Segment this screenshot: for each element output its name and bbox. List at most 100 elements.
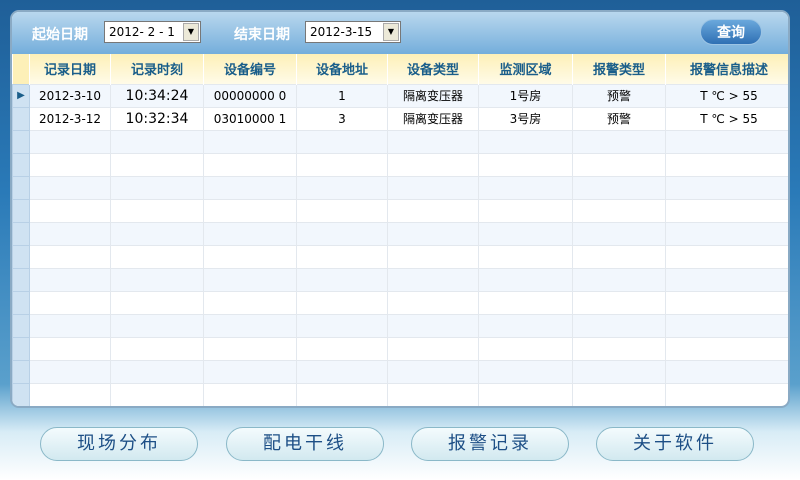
table-row[interactable]	[12, 221, 788, 246]
table-cell	[203, 336, 297, 361]
row-header[interactable]	[12, 129, 30, 154]
table-row[interactable]	[12, 382, 788, 406]
table-cell	[296, 198, 388, 223]
table-cell	[665, 359, 788, 384]
table-cell: 1	[296, 83, 388, 108]
table-cell	[29, 290, 111, 315]
corner-header	[12, 54, 30, 84]
table-cell: T ℃ > 55	[665, 106, 788, 131]
table-row[interactable]	[12, 152, 788, 177]
table-cell	[572, 221, 666, 246]
row-header[interactable]	[12, 175, 30, 200]
table-row[interactable]	[12, 359, 788, 384]
table-row[interactable]	[12, 129, 788, 154]
table-row[interactable]	[12, 198, 788, 223]
table-cell	[665, 152, 788, 177]
table-cell: 2012-3-12	[29, 106, 111, 131]
query-button[interactable]: 查询	[700, 19, 762, 45]
row-header[interactable]	[12, 267, 30, 292]
row-header[interactable]	[12, 106, 30, 131]
table-cell	[665, 267, 788, 292]
table-cell	[296, 221, 388, 246]
table-cell	[572, 336, 666, 361]
row-header[interactable]	[12, 221, 30, 246]
table-cell	[572, 198, 666, 223]
column-header[interactable]: 报警类型	[572, 54, 666, 84]
table-cell	[203, 221, 297, 246]
table-cell	[296, 313, 388, 338]
table-row[interactable]	[12, 290, 788, 315]
table-cell	[665, 221, 788, 246]
chevron-down-icon[interactable]: ▼	[183, 23, 199, 41]
table-cell	[478, 129, 573, 154]
row-header[interactable]	[12, 359, 30, 384]
table-cell: 预警	[572, 83, 666, 108]
table-cell	[478, 244, 573, 269]
table-cell: 10:32:34	[110, 106, 204, 131]
column-header[interactable]: 监测区域	[478, 54, 573, 84]
row-header[interactable]	[12, 313, 30, 338]
table-cell	[110, 313, 204, 338]
table-cell	[296, 152, 388, 177]
table-row[interactable]	[12, 267, 788, 292]
table-cell	[110, 267, 204, 292]
table-cell	[296, 290, 388, 315]
row-header[interactable]	[12, 152, 30, 177]
end-date-picker[interactable]: 2012-3-15 ▼	[305, 21, 401, 43]
table-cell	[203, 359, 297, 384]
table-cell	[572, 290, 666, 315]
table-cell	[387, 313, 479, 338]
table-cell	[110, 244, 204, 269]
table-cell	[478, 382, 573, 406]
start-date-label: 起始日期	[32, 27, 88, 43]
nav-button-3[interactable]: 关于软件	[596, 427, 754, 461]
nav-button-2[interactable]: 报警记录	[411, 427, 569, 461]
column-header[interactable]: 设备类型	[387, 54, 479, 84]
table-row[interactable]	[12, 244, 788, 269]
table-cell: 1号房	[478, 83, 573, 108]
table-cell	[665, 244, 788, 269]
table-cell	[203, 129, 297, 154]
table-row[interactable]: ▶ 2012-3-10 10:34:24 00000000 0 1 隔离变压器 1号房 预警 T…	[12, 83, 788, 108]
table-row[interactable]	[12, 175, 788, 200]
table-row[interactable]	[12, 336, 788, 361]
table-cell	[296, 244, 388, 269]
row-header[interactable]	[12, 244, 30, 269]
table-cell	[110, 129, 204, 154]
table-row[interactable]: 2012-3-12 10:32:34 03010000 1 3 隔离变压器 3号房 预警 T …	[12, 106, 788, 131]
column-header[interactable]: 记录日期	[29, 54, 111, 84]
row-header[interactable]	[12, 382, 30, 406]
table-cell	[296, 175, 388, 200]
table-cell	[572, 175, 666, 200]
table-cell	[387, 129, 479, 154]
table-cell	[203, 382, 297, 406]
table-cell	[665, 313, 788, 338]
table-cell	[478, 175, 573, 200]
table-cell	[29, 244, 111, 269]
table-row[interactable]	[12, 313, 788, 338]
table-cell	[572, 382, 666, 406]
column-header[interactable]: 报警信息描述	[665, 54, 788, 84]
table-cell	[203, 290, 297, 315]
column-header[interactable]: 记录时刻	[110, 54, 204, 84]
table-cell	[478, 152, 573, 177]
column-header[interactable]: 设备地址	[296, 54, 388, 84]
table-cell	[203, 198, 297, 223]
chevron-down-icon[interactable]: ▼	[383, 23, 399, 41]
row-header[interactable]	[12, 290, 30, 315]
row-header[interactable]: ▶	[12, 83, 30, 108]
table-cell	[665, 175, 788, 200]
table-cell	[665, 290, 788, 315]
row-header[interactable]	[12, 336, 30, 361]
nav-button-1[interactable]: 配电干线	[226, 427, 384, 461]
nav-button-0[interactable]: 现场分布	[40, 427, 198, 461]
table-cell	[110, 336, 204, 361]
alarm-records-panel: 起始日期 2012- 2 - 1 ▼ 结束日期 2012-3-15 ▼ 查询 记…	[10, 10, 790, 408]
table-cell: 隔离变压器	[387, 106, 479, 131]
table-cell: 预警	[572, 106, 666, 131]
table-cell	[387, 175, 479, 200]
row-header[interactable]	[12, 198, 30, 223]
column-header[interactable]: 设备编号	[203, 54, 297, 84]
start-date-picker[interactable]: 2012- 2 - 1 ▼	[104, 21, 201, 43]
table-cell	[110, 359, 204, 384]
